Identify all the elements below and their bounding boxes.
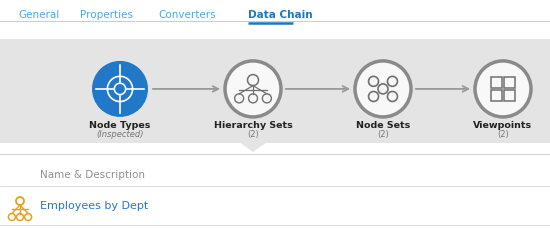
Circle shape [475, 62, 531, 117]
Bar [504, 90, 515, 101]
Bar [491, 78, 502, 89]
Bar [0, 40, 550, 143]
Text: (Inspected): (Inspected) [96, 129, 144, 138]
Text: (2): (2) [247, 129, 259, 138]
Polygon shape [239, 142, 267, 152]
Text: Hierarchy Sets: Hierarchy Sets [213, 120, 293, 129]
Text: Data Chain: Data Chain [248, 10, 312, 20]
Bar [504, 78, 515, 89]
Circle shape [355, 62, 411, 117]
Text: Name & Description: Name & Description [40, 169, 145, 179]
Circle shape [92, 62, 148, 117]
Text: Converters: Converters [158, 10, 216, 20]
Text: Viewpoints: Viewpoints [474, 120, 532, 129]
Text: General: General [18, 10, 59, 20]
Bar [491, 90, 502, 101]
Circle shape [225, 62, 281, 117]
Text: (2): (2) [497, 129, 509, 138]
Text: Properties: Properties [80, 10, 133, 20]
Text: Node Types: Node Types [89, 120, 151, 129]
Text: Employees by Dept: Employees by Dept [40, 200, 148, 210]
Text: Node Sets: Node Sets [356, 120, 410, 129]
Text: (2): (2) [377, 129, 389, 138]
